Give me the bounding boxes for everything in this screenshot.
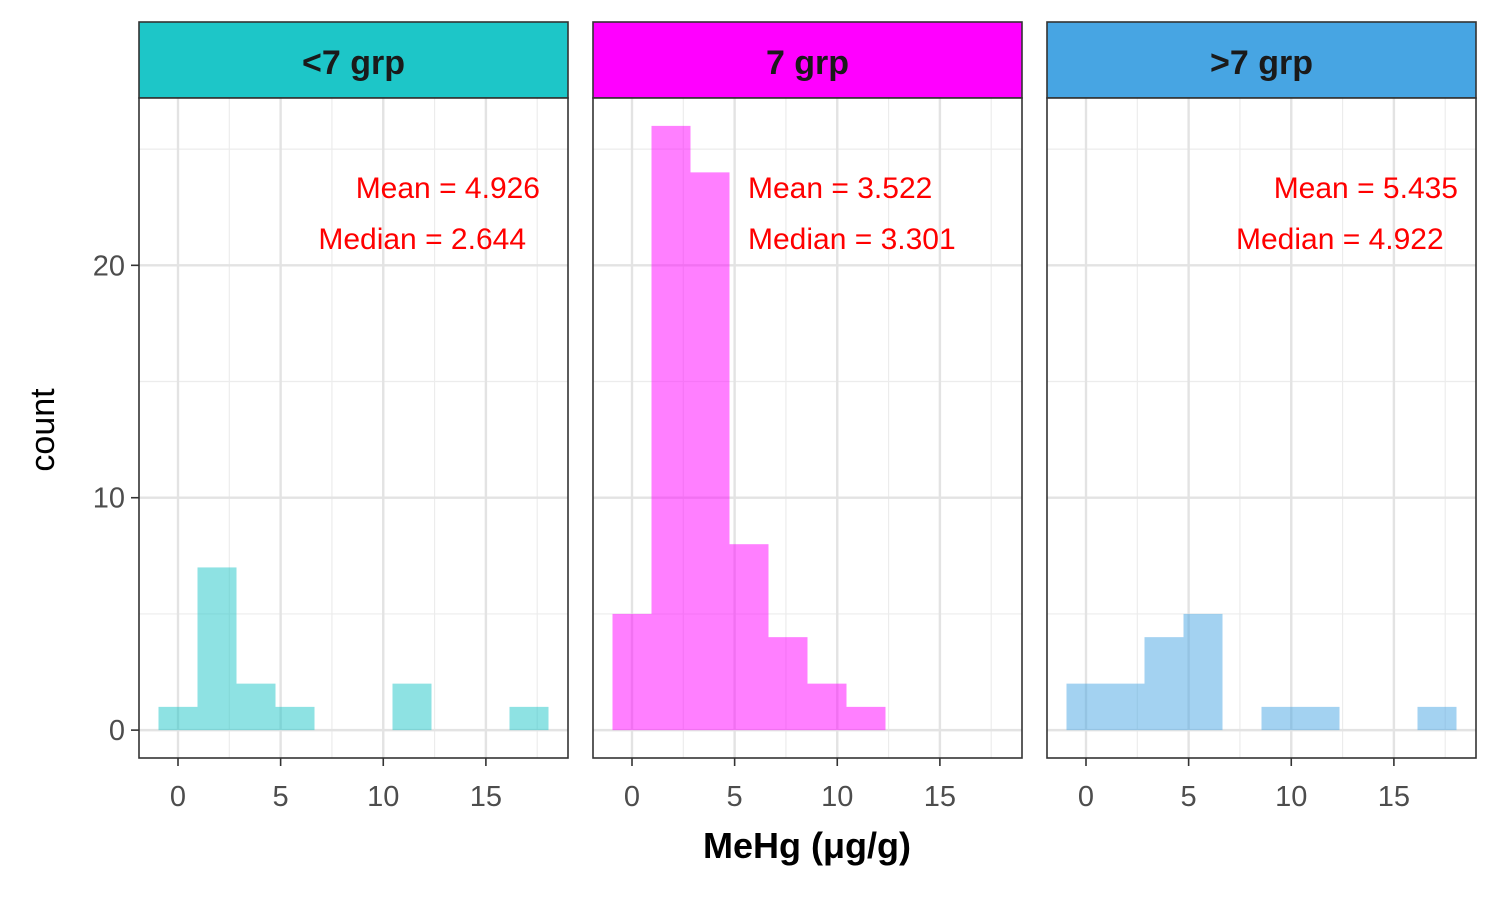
x-tick-label: 5: [273, 781, 289, 813]
histogram-bar: [275, 706, 315, 731]
histogram-bar: [236, 683, 276, 731]
histogram-bar: [768, 637, 808, 731]
histogram-bar: [690, 172, 730, 731]
histogram-bar: [807, 683, 847, 731]
x-tick-label: 10: [821, 781, 853, 813]
panel-border: [138, 97, 569, 759]
histogram-bar: [1300, 706, 1340, 731]
histogram-bar: [1105, 683, 1145, 731]
x-tick-label: 0: [624, 781, 640, 813]
histogram-bar: [612, 613, 652, 731]
mean-annotation: Mean = 5.435: [1274, 172, 1458, 205]
histogram-bar: [1417, 706, 1457, 731]
median-annotation: Median = 2.644: [318, 223, 526, 256]
mean-annotation: Mean = 3.522: [748, 172, 932, 205]
histogram-bar: [1183, 613, 1223, 731]
y-tick-label: 0: [109, 715, 125, 747]
histogram-bar: [1066, 683, 1106, 731]
x-tick-label: 5: [1181, 781, 1197, 813]
facet-panel: 7 grp Mean = 3.522 Median = 3.301 0 5 10 15: [592, 21, 1023, 813]
panel-border: [1046, 97, 1477, 759]
histogram-bar: [158, 706, 198, 731]
histogram-bar: [1261, 706, 1301, 731]
facet-strip-label: >7 grp: [1210, 44, 1313, 82]
x-tick-label: 0: [1078, 781, 1094, 813]
facet-strip-label: 7 grp: [766, 44, 849, 82]
x-tick-label: 15: [470, 781, 502, 813]
mean-annotation: Mean = 4.926: [356, 172, 540, 205]
facet-panel: >7 grp Mean = 5.435 Median = 4.922 0 5 10 15: [1046, 21, 1477, 813]
x-tick-label: 5: [727, 781, 743, 813]
histogram-bar: [509, 706, 549, 731]
facet-strip: [1046, 21, 1477, 99]
y-tick-label: 10: [93, 483, 125, 515]
histogram-bar: [729, 544, 769, 731]
facet-strip: [592, 21, 1023, 99]
facet-strip-label: <7 grp: [302, 44, 405, 82]
y-tick-label: 20: [93, 250, 125, 282]
y-axis: 0 10 20: [93, 250, 139, 747]
y-axis-label: count: [24, 388, 62, 472]
panel-background: [1047, 98, 1476, 758]
histogram-bar: [392, 683, 432, 731]
panel-border: [592, 97, 1023, 759]
x-tick-label: 10: [1275, 781, 1307, 813]
median-annotation: Median = 4.922: [1236, 223, 1444, 256]
x-tick-label: 0: [170, 781, 186, 813]
facet-strip: [138, 21, 569, 99]
histogram-bar: [846, 706, 886, 731]
x-tick-label: 15: [1378, 781, 1410, 813]
facet-panel: <7 grp Mean = 4.926 Median = 2.644 0 5 10 15: [138, 21, 569, 813]
x-tick-label: 15: [924, 781, 956, 813]
x-tick-label: 10: [367, 781, 399, 813]
histogram-bar: [1144, 637, 1184, 731]
x-axis-label: MeHg (μg/g): [703, 825, 911, 866]
histogram-bar: [651, 125, 691, 731]
median-annotation: Median = 3.301: [748, 223, 956, 256]
histogram-bar: [197, 567, 237, 731]
